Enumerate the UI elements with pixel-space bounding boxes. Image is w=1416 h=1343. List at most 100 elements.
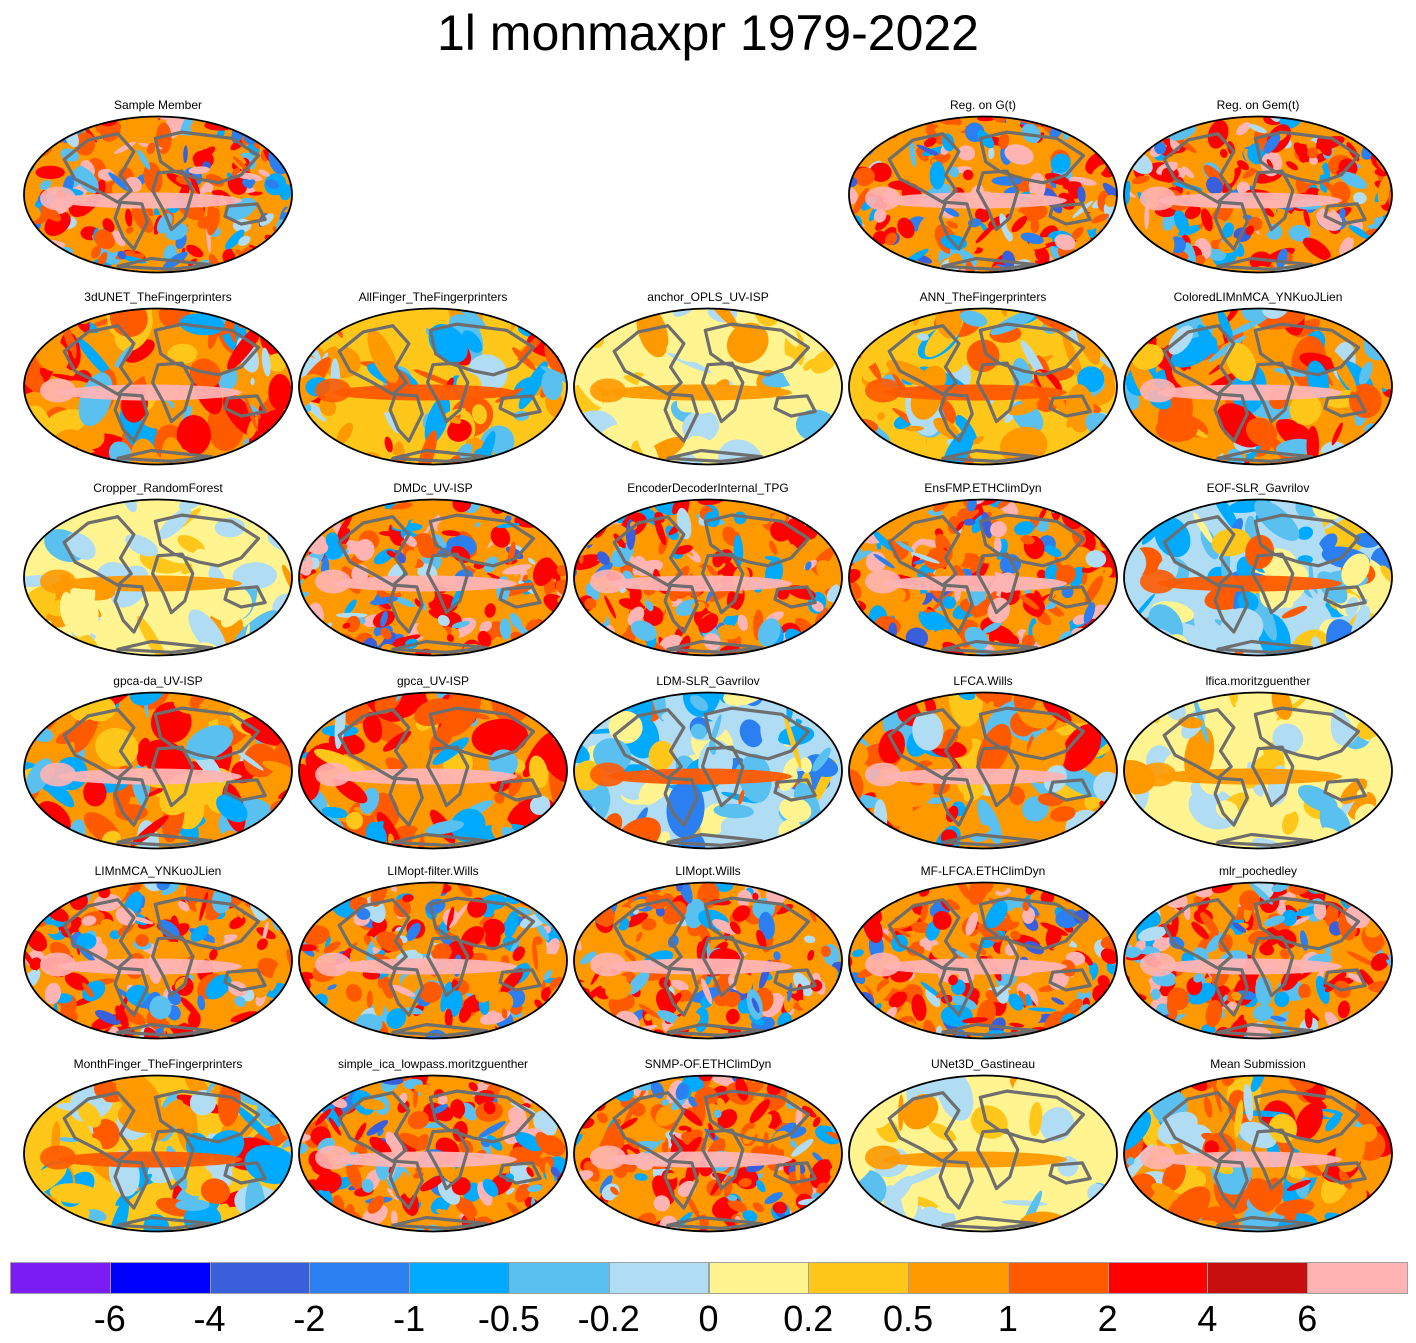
field-patch (1208, 335, 1246, 363)
field-patch (682, 692, 721, 717)
field-patch (605, 980, 632, 1000)
field-patch (1348, 225, 1372, 240)
field-patch (506, 1187, 515, 1195)
field-patch (345, 811, 364, 830)
field-patch (40, 116, 61, 124)
world-map (573, 307, 843, 466)
field-patch (581, 499, 607, 508)
field-patch (932, 911, 952, 930)
field-patch (40, 882, 64, 889)
coastline (978, 322, 1086, 377)
field-patch (998, 133, 1010, 150)
field-patch (756, 929, 767, 949)
equatorial-band (58, 575, 242, 592)
field-patch (112, 270, 125, 273)
field-patch (1249, 883, 1274, 905)
field-patch (406, 922, 421, 941)
field-patch (907, 944, 925, 956)
field-patch (574, 1097, 586, 1105)
field-patch (811, 951, 824, 957)
field-patch (1081, 213, 1099, 230)
field-patch (337, 499, 354, 508)
field-patch (1381, 615, 1392, 644)
field-patch (428, 324, 468, 363)
field-patch (849, 1143, 877, 1189)
field-patch (1345, 597, 1359, 617)
field-patch (715, 404, 754, 444)
field-patch (262, 921, 269, 942)
field-patch (399, 1132, 427, 1151)
field-patch (613, 533, 626, 549)
field-patch (1150, 988, 1161, 1000)
field-patch (610, 1186, 619, 1196)
field-patch (52, 1027, 69, 1039)
field-patch (315, 1108, 332, 1126)
equatorial-band (333, 958, 517, 975)
field-patch (624, 950, 636, 962)
field-patch (648, 740, 675, 771)
field-patch (1341, 553, 1370, 587)
field-patch (833, 1188, 842, 1200)
field-patch (926, 761, 944, 770)
maritime-continent-patch (1140, 186, 1176, 211)
field-patch (437, 614, 450, 627)
field-patch (1261, 205, 1275, 217)
field-patch (1097, 242, 1117, 255)
field-patch (791, 1138, 814, 1157)
coastline (666, 1022, 764, 1037)
field-patch (1074, 882, 1089, 897)
field-patch (286, 126, 292, 152)
coastline (426, 1128, 470, 1191)
colorbar-tick-label: 6 (1297, 1298, 1318, 1339)
coastline (1162, 708, 1236, 780)
coastline (62, 515, 136, 587)
field-patch (1104, 233, 1117, 241)
field-patch (1095, 1211, 1117, 1232)
field-patch (390, 1210, 398, 1226)
field-patch (258, 116, 279, 135)
field-patch (464, 1210, 475, 1223)
field-patch (1105, 882, 1117, 895)
field-patch (752, 1202, 764, 1213)
field-patch (211, 1005, 228, 1018)
field-patch (1245, 225, 1255, 236)
field-patch (830, 1212, 842, 1231)
field-patch (282, 564, 292, 598)
field-patch (416, 430, 438, 465)
field-patch (1143, 832, 1165, 849)
field-patch (574, 638, 579, 652)
field-patch (227, 116, 247, 126)
coastline (337, 515, 411, 587)
field-patch (1250, 1075, 1266, 1092)
field-patch (763, 1131, 769, 1157)
field-patch (953, 546, 965, 567)
field-patch (1143, 1220, 1168, 1232)
field-patch (1372, 243, 1391, 262)
field-patch (913, 559, 927, 565)
field-patch (345, 984, 363, 1002)
field-patch (574, 444, 581, 465)
field-patch (599, 1017, 616, 1039)
field-patch (250, 378, 255, 386)
field-patch (81, 982, 94, 998)
field-patch (490, 526, 511, 548)
field-patch (597, 634, 613, 656)
field-patch (1206, 176, 1223, 195)
field-patch (1008, 402, 1038, 416)
maritime-continent-patch (315, 378, 351, 403)
field-patch (39, 179, 52, 191)
field-patch (1322, 654, 1333, 656)
field-patch (217, 995, 233, 1012)
field-patch (402, 894, 414, 903)
field-patch (1131, 175, 1150, 185)
field-patch (246, 831, 290, 849)
coastline (976, 169, 1020, 232)
coastline (151, 361, 195, 424)
field-patch (855, 882, 881, 895)
field-patch (1103, 121, 1117, 135)
field-patch (346, 1161, 362, 1190)
coastline (978, 896, 1086, 951)
field-patch (529, 795, 551, 815)
field-patch (1073, 882, 1091, 893)
coastline (887, 708, 961, 780)
